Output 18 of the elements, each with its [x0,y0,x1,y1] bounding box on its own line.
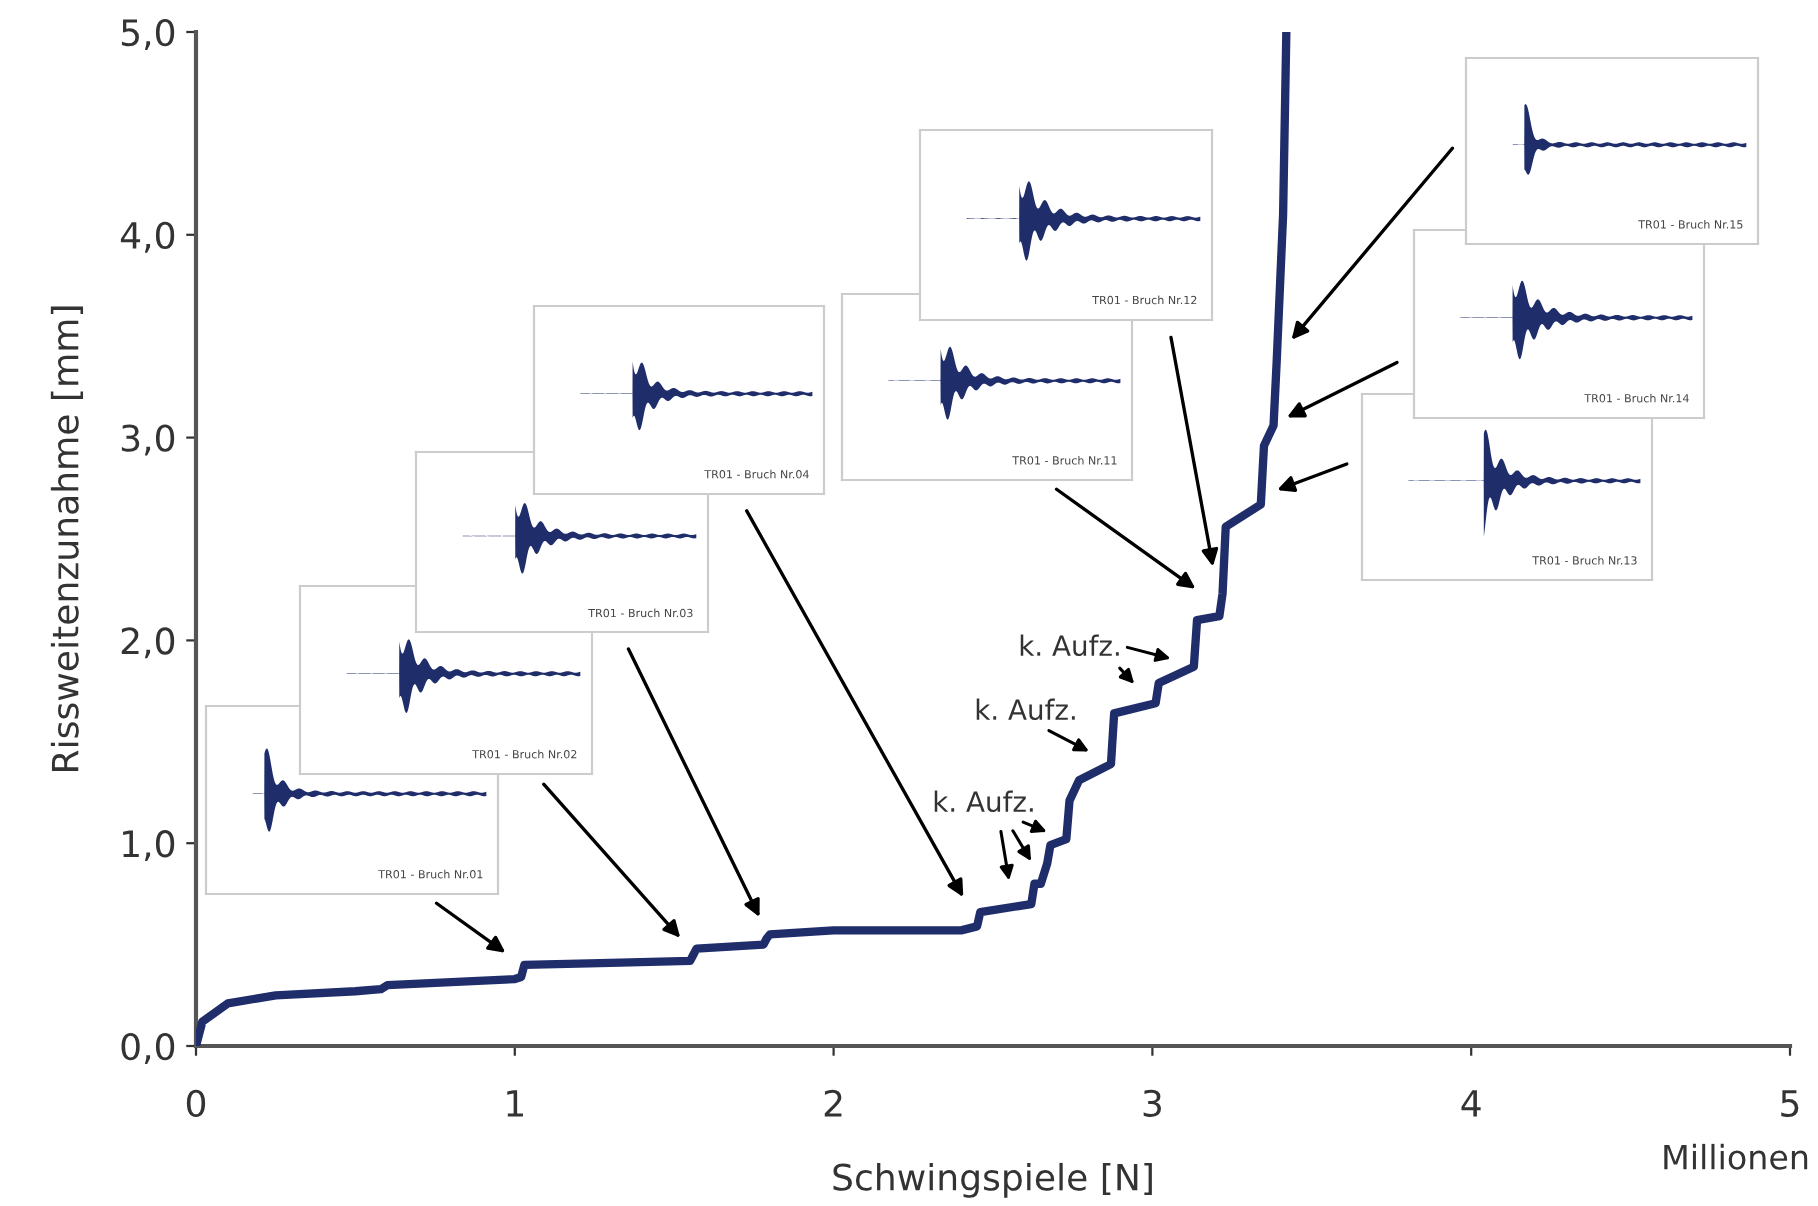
y-tick-label: 5,0 [121,18,175,50]
annotation: k. Aufz. [976,698,1075,721]
x-tick-label: 5 [1781,1090,1799,1118]
x-tick-label: 0 [186,1089,206,1118]
x-axis-title: Schwingspiele [N] [833,1162,1152,1198]
text: Millionen [1664,1143,1808,1170]
x-tick-label: 3 [1143,1089,1161,1118]
x-tick-label: 4 [1461,1090,1481,1117]
x-tick-label: 1 [507,1090,523,1117]
annotation: k. Aufz. [1020,634,1119,657]
y-tick-label: 2,0 [121,627,175,659]
y-axis-title: Rissweitenzunahme [mm] [50,306,84,771]
y-tick-label: 0,0 [121,1032,175,1064]
x-tick-label: 2 [824,1089,842,1117]
y-tick-label: 1,0 [123,830,175,862]
annotation: k. Aufz. [934,790,1033,813]
y-tick-label: 4,0 [120,221,175,253]
y-tick-label: 3,0 [121,424,175,456]
